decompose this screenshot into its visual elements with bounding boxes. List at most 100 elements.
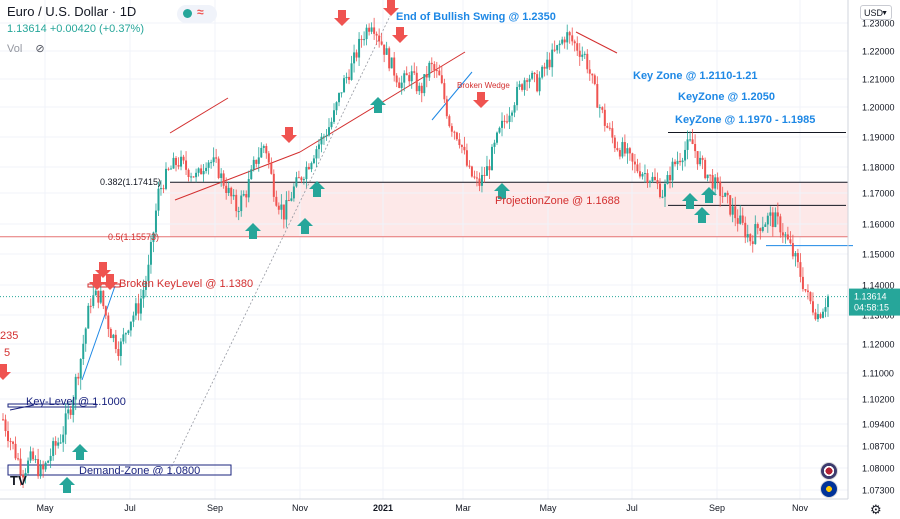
last-price-tag: [849, 288, 900, 316]
up-arrow-icon: [59, 477, 75, 493]
candle-body: [54, 441, 57, 446]
candle-body: [277, 205, 280, 210]
candle-body: [601, 107, 604, 110]
candle-body: [205, 167, 208, 172]
candle-body: [310, 163, 313, 170]
candle-body: [92, 295, 95, 306]
eye-slash-icon[interactable]: ⊘: [35, 43, 45, 55]
time-tick-label: May: [36, 503, 54, 513]
candle-body: [435, 70, 438, 72]
candle-body: [761, 226, 764, 231]
symbol-title[interactable]: Euro / U.S. Dollar · 1D: [7, 4, 137, 19]
candle-body: [200, 168, 203, 175]
gear-icon[interactable]: ⚙: [870, 502, 882, 517]
candle-body: [498, 127, 501, 133]
candle-body: [586, 53, 589, 70]
candle-body: [34, 459, 37, 461]
candle-body: [568, 32, 571, 36]
candle-body: [64, 413, 67, 435]
candle-body: [7, 431, 10, 442]
candle-body: [247, 179, 250, 198]
candle-body: [79, 358, 82, 379]
candle-body: [418, 85, 421, 92]
candle-body: [322, 136, 325, 138]
candle-body: [378, 35, 381, 42]
candle-body: [566, 32, 569, 43]
candle-body: [285, 200, 288, 220]
chevron-down-icon: ▼: [881, 10, 888, 17]
candle-body: [674, 161, 677, 165]
indicator-toggle[interactable]: ≈: [177, 5, 217, 23]
candle-body: [39, 465, 42, 477]
candle-body: [44, 462, 47, 470]
candle-body: [360, 38, 363, 40]
candle-body: [240, 195, 243, 212]
candle-body: [114, 334, 117, 350]
trendline-upper-1: [169, 97, 229, 134]
candle-body: [227, 187, 230, 193]
tradingview-logo-icon[interactable]: TV: [10, 473, 27, 488]
candle-body: [232, 194, 235, 197]
candle-body: [187, 169, 190, 177]
candle-body: [175, 157, 178, 166]
up-arrow-icon: [682, 193, 698, 209]
currency-text: USD: [864, 8, 884, 18]
candle-body: [666, 174, 669, 184]
candle-body: [726, 192, 729, 196]
candle-body: [686, 139, 689, 150]
flag-eur-icon[interactable]: [820, 480, 838, 498]
candle-body: [162, 188, 165, 190]
candle-body: [827, 296, 829, 308]
candle-body: [425, 74, 428, 78]
down-arrow-icon: [383, 0, 399, 16]
up-arrow-icon: [494, 183, 510, 199]
candle-body: [245, 194, 248, 198]
candle-body: [679, 160, 682, 163]
candle-body: [343, 78, 346, 93]
candle-body: [638, 171, 641, 177]
candle-body: [746, 234, 749, 238]
candle-body: [413, 71, 416, 73]
candle-body: [744, 222, 747, 238]
wedge-break-line: [431, 71, 473, 121]
candle-body: [393, 57, 396, 76]
candle-body: [814, 312, 817, 320]
volume-label[interactable]: Vol ⊘: [7, 42, 45, 55]
candle-body: [528, 78, 531, 82]
price-tick-label: 1.19000: [862, 133, 895, 143]
down-arrow-icon: [334, 10, 350, 26]
candle-body: [553, 49, 556, 51]
annotation-keyzone-1970: KeyZone @ 1.1970 - 1.1985: [675, 114, 815, 126]
candle-body: [563, 39, 566, 43]
flag-usd-icon[interactable]: [820, 462, 838, 480]
candle-body: [149, 241, 152, 265]
candle-body: [470, 166, 473, 177]
candle-body: [468, 165, 471, 167]
time-tick-label: 2021: [373, 503, 393, 513]
candle-body: [124, 333, 127, 335]
candle-body: [591, 73, 594, 76]
candle-body: [701, 157, 704, 160]
candle-body: [137, 303, 140, 314]
time-tick-label: Jul: [124, 503, 136, 513]
candle-body: [237, 211, 240, 213]
candle-body: [300, 177, 303, 181]
candle-body: [215, 157, 218, 159]
candle-body: [453, 131, 456, 133]
currency-selector[interactable]: USD ▼: [860, 5, 892, 20]
candle-body: [450, 126, 453, 132]
candle-body: [109, 329, 112, 339]
candle-body: [463, 146, 466, 151]
candle-body: [816, 314, 819, 320]
time-tick-label: Nov: [292, 503, 309, 513]
candle-body: [12, 441, 15, 444]
price-tick-label: 1.07300: [862, 486, 895, 496]
annotation-end-bullish: End of Bullish Swing @ 1.2350: [396, 11, 556, 23]
candle-body: [157, 188, 160, 211]
candle-body: [664, 183, 667, 197]
candle-body: [824, 307, 827, 312]
time-tick-label: Nov: [792, 503, 809, 513]
candle-body: [262, 146, 265, 148]
